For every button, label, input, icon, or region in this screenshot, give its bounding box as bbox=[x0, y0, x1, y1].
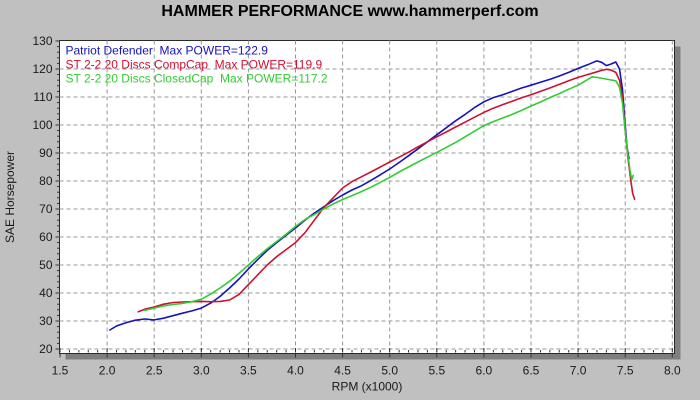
y-tick-label: 20 bbox=[39, 342, 53, 356]
plot-area bbox=[59, 40, 675, 354]
series-line-st-2-2-20-discs-closedcap bbox=[144, 76, 635, 312]
x-tick-label: 3.0 bbox=[193, 364, 210, 378]
legend: Patriot Defender Max POWER=122.9ST 2-2 2… bbox=[66, 44, 328, 86]
y-tick-label: 130 bbox=[32, 34, 52, 48]
x-tick-label: 5.0 bbox=[381, 364, 398, 378]
x-tick-label: 2.5 bbox=[146, 364, 163, 378]
axis-ticks bbox=[55, 40, 673, 358]
y-tick-label: 110 bbox=[33, 90, 52, 104]
x-tick-label: 7.5 bbox=[617, 364, 634, 378]
x-tick-label: 2.0 bbox=[99, 364, 116, 378]
y-tick-label: 90 bbox=[39, 146, 53, 160]
chart-title: HAMMER PERFORMANCE www.hammerperf.com bbox=[161, 3, 539, 20]
x-tick-label: 3.5 bbox=[240, 364, 257, 378]
x-tick-label: 8.0 bbox=[664, 364, 681, 378]
legend-entry: ST 2-2 20 Discs ClosedCap Max POWER=117.… bbox=[66, 72, 328, 86]
grid bbox=[59, 40, 675, 354]
legend-entry: Patriot Defender Max POWER=122.9 bbox=[66, 44, 269, 58]
series-line-patriot-defender bbox=[109, 60, 630, 331]
x-tick-label: 7.0 bbox=[570, 364, 587, 378]
y-tick-label: 60 bbox=[39, 230, 53, 244]
y-tick-label: 70 bbox=[39, 202, 53, 216]
tick-labels: 1.5 2.0 2.5 3.0 3.5 4.0 4.5 5.0 5.5 6.0 6.5 7.0 7.5 8… bbox=[32, 34, 680, 378]
x-tick-label: 6.0 bbox=[476, 364, 493, 378]
y-tick-label: 80 bbox=[39, 174, 53, 188]
x-axis-label: RPM (x1000) bbox=[332, 380, 403, 394]
y-tick-label: 120 bbox=[32, 62, 52, 76]
x-tick-label: 4.5 bbox=[334, 364, 351, 378]
y-tick-label: 30 bbox=[39, 314, 53, 328]
y-tick-label: 100 bbox=[32, 118, 52, 132]
x-tick-label: 4.0 bbox=[287, 364, 304, 378]
x-tick-label: 6.5 bbox=[523, 364, 540, 378]
y-tick-label: 50 bbox=[39, 258, 53, 272]
x-tick-label: 5.5 bbox=[428, 364, 445, 378]
power-curves bbox=[109, 60, 636, 331]
series-line-st-2-2-20-discs-compcap bbox=[137, 68, 636, 313]
y-tick-label: 40 bbox=[39, 286, 53, 300]
x-tick-label: 1.5 bbox=[52, 364, 69, 378]
y-axis-label: SAE Horsepower bbox=[3, 151, 17, 243]
legend-entry: ST 2-2 20 Discs CompCap Max POWER=119.9 bbox=[66, 58, 323, 72]
